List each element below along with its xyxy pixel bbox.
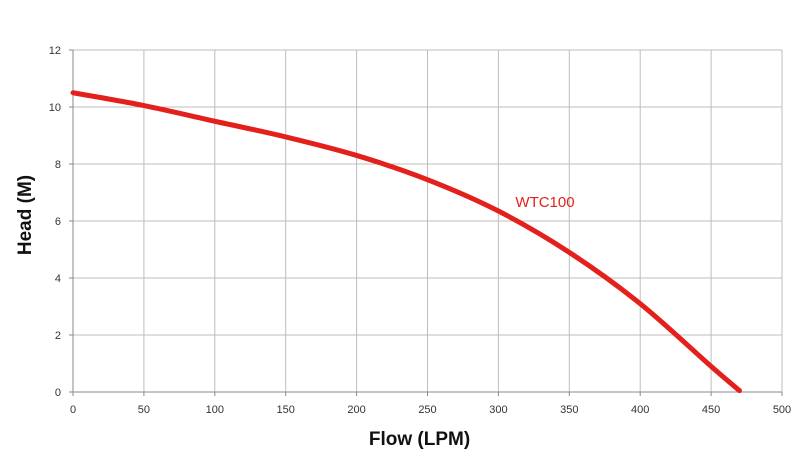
x-tick-label: 300 <box>489 404 507 416</box>
x-tick-label: 350 <box>560 404 578 416</box>
series-layer: WTC100 <box>70 90 742 394</box>
series-line-wtc100 <box>70 90 742 394</box>
x-tick-label: 150 <box>277 404 295 416</box>
x-tick-label: 100 <box>206 404 224 416</box>
x-axis-title: Flow (LPM) <box>369 429 470 450</box>
series-label-wtc100: WTC100 <box>515 194 574 211</box>
x-tick-label: 400 <box>631 404 649 416</box>
y-tick-label: 6 <box>55 216 61 228</box>
y-tick-label: 4 <box>55 273 61 285</box>
x-tick-label: 0 <box>70 404 76 416</box>
x-tick-label: 450 <box>702 404 720 416</box>
x-tick-label: 50 <box>138 404 150 416</box>
axes <box>69 49 783 396</box>
y-tick-label: 10 <box>49 102 61 114</box>
y-tick-label: 0 <box>55 387 61 399</box>
grid <box>73 49 783 392</box>
y-tick-label: 2 <box>55 330 61 342</box>
y-axis-title: Head (M) <box>15 175 36 255</box>
x-tick-label: 200 <box>347 404 365 416</box>
x-tick-label: 500 <box>773 404 791 416</box>
x-tick-label: 250 <box>418 404 436 416</box>
y-tick-label: 8 <box>55 159 61 171</box>
tick-labels: 0 50 100 150 200 250 300 350 400 450 500 0 2 4 6 8 10 12 <box>49 45 791 416</box>
y-tick-label: 12 <box>49 45 61 57</box>
